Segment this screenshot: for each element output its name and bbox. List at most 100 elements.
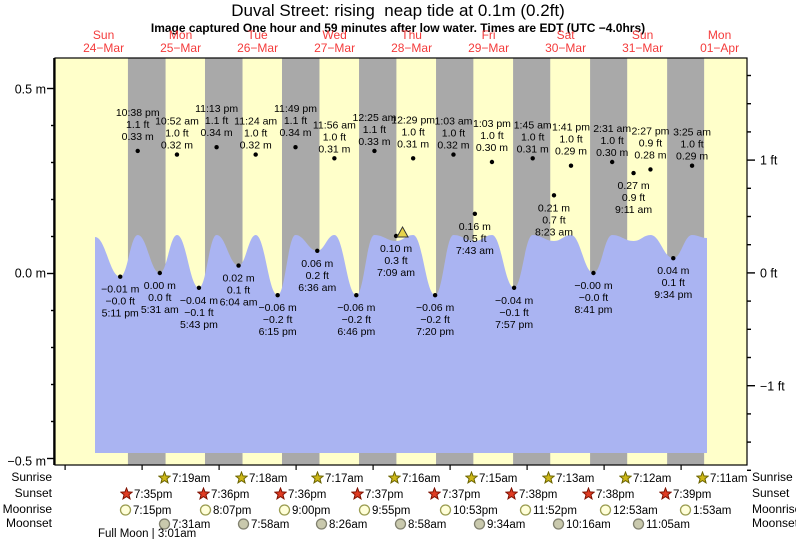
day-label-dow: Sun [632, 28, 653, 42]
high-tide-time: 12:25 am [353, 112, 397, 124]
sunrise-time-entry: 7:11am [695, 470, 748, 486]
high-tide-time: 2:27 pm [631, 125, 669, 137]
low-tide-feet: 0.5 ft [463, 233, 486, 245]
y-axis-left-label: 0.0 m [15, 267, 46, 281]
low-tide-time: 7:57 pm [495, 319, 533, 331]
moonrise-time-entry: 1:53am [679, 503, 731, 518]
high-tide-feet: 1.0 ft [401, 126, 424, 138]
high-tide-time: 1:41 pm [552, 122, 590, 134]
sunset-time-entry: 7:36pm [196, 486, 249, 502]
astro-row-label-left-sunset: Sunset [14, 486, 52, 500]
low-tide-metres: 0.02 m [223, 273, 255, 285]
day-label-dow: Sun [93, 28, 114, 42]
low-tide-feet: 0.1 ft [227, 285, 250, 297]
tide-extreme-dot [315, 248, 320, 253]
low-tide-time: 6:15 pm [259, 326, 297, 338]
moonset-time-entry: 8:26am [315, 517, 367, 532]
moonrise-circle-icon [599, 504, 612, 516]
low-tide-metres: 0.27 m [618, 180, 650, 192]
high-tide-feet: 1.0 ft [323, 131, 346, 143]
high-tide-metres: 0.34 m [279, 127, 311, 139]
high-tide-feet: 1.0 ft [480, 130, 503, 142]
low-tide-time: 5:11 pm [102, 308, 139, 320]
tide-extreme-dot [214, 145, 219, 150]
low-tide-metres: −0.01 m [101, 284, 139, 296]
low-tide-feet: −0.2 ft [263, 314, 293, 326]
sunset-time-entry: 7:36pm [273, 486, 326, 502]
astro-row-label-right-sunrise: Sunrise [752, 470, 793, 484]
low-tide-feet: 0.9 ft [622, 192, 645, 204]
moonset-circle-icon [552, 518, 565, 530]
low-tide-metres: 0.06 m [301, 258, 333, 270]
high-tide-time: 12:29 pm [391, 114, 435, 126]
high-tide-metres: 0.33 m [122, 131, 154, 143]
high-tide-feet: 1.0 ft [442, 128, 465, 140]
high-tide-feet: 1.1 ft [205, 115, 228, 127]
y-axis-left-label: 0.5 m [15, 83, 46, 97]
moonrise-time: 12:53am [613, 505, 658, 517]
tide-extreme-dot [157, 270, 162, 276]
tide-extreme-dot [648, 167, 653, 172]
high-tide-feet: 1.0 ft [559, 134, 582, 146]
sunset-time-entry: 7:38pm [504, 486, 558, 502]
moonset-time-entry: 7:58am [237, 517, 289, 532]
sunset-time: 7:38pm [519, 489, 558, 501]
moonrise-circle-icon [119, 504, 132, 516]
sunrise-time-entry: 7:13am [541, 470, 594, 486]
tide-extreme-dot [609, 159, 615, 165]
tide-extreme-dot [332, 156, 337, 161]
high-tide-time: 11:49 pm [274, 103, 317, 115]
tide-extreme-dot [293, 145, 298, 150]
low-tide-time: 6:04 am [220, 297, 258, 309]
sunset-time-entry: 7:37pm [427, 486, 480, 502]
tide-extreme-dot [511, 285, 517, 290]
sunrise-time: 7:18am [249, 473, 288, 485]
low-tide-metres: 0.10 m [380, 243, 412, 255]
sunset-star-icon [658, 486, 673, 500]
low-tide-feet: 0.7 ft [542, 214, 565, 226]
tide-extreme-dot [530, 156, 535, 161]
low-tide-time: 9:34 pm [654, 289, 692, 301]
low-tide-time: 6:46 pm [337, 326, 375, 338]
low-tide-feet: 0.0 ft [148, 292, 171, 304]
high-tide-metres: 0.32 m [240, 140, 272, 152]
day-label-dow: Sat [557, 28, 576, 42]
moonrise-time: 11:52pm [533, 505, 577, 517]
day-label-date: 30−Mar [545, 41, 586, 55]
low-tide-metres: −0.06 m [337, 302, 375, 314]
moonrise-circle-icon [278, 504, 291, 516]
moonrise-time: 1:53am [693, 505, 732, 517]
high-tide-time: 11:13 pm [195, 103, 238, 115]
moonrise-circle-icon [519, 504, 532, 516]
moonset-time: 7:31am [172, 519, 211, 531]
sunrise-star-icon [618, 470, 633, 484]
astro-row-label-left-moonset: Moonset [5, 516, 52, 530]
tide-extreme-dot [591, 270, 596, 276]
sunset-star-icon [273, 486, 288, 500]
y-axis-right-label: −1 ft [760, 380, 785, 394]
high-tide-time: 11:24 am [234, 116, 277, 128]
moonset-time-entry: 7:31am [158, 517, 210, 532]
day-label-date: 27−Mar [314, 41, 355, 55]
tide-extreme-dot [631, 170, 636, 176]
low-tide-feet: −0.0 ft [579, 292, 609, 304]
low-tide-time: 5:31 am [141, 304, 179, 316]
tide-extreme-dot [472, 211, 478, 216]
sunset-star-icon [350, 486, 365, 500]
low-tide-time: 8:23 am [535, 226, 573, 238]
sunrise-time-entry: 7:12am [618, 470, 671, 486]
moonset-circle-icon [315, 518, 328, 530]
high-tide-feet: 1.1 ft [284, 115, 307, 127]
day-label-date: 28−Mar [391, 41, 432, 55]
moonset-time-entry: 8:58am [394, 517, 446, 532]
moonset-time-entry: 11:05am [632, 517, 690, 532]
high-tide-feet: 1.0 ft [600, 135, 623, 147]
astro-row-label-left-sunrise: Sunrise [11, 470, 52, 484]
day-label-dow: Wed [322, 28, 346, 42]
sunrise-time: 7:17am [325, 473, 364, 485]
sunrise-time-entry: 7:15am [464, 470, 517, 486]
low-tide-time: 7:20 pm [416, 326, 454, 338]
tide-extreme-dot [671, 256, 676, 261]
day-label-dow: Tue [247, 28, 268, 42]
